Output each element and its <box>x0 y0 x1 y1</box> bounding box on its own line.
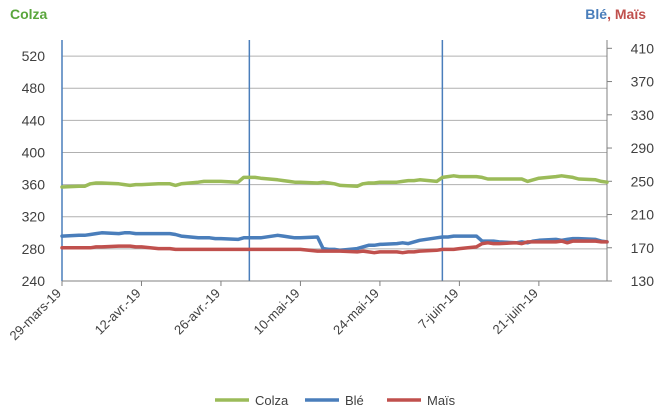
left-y-tick-label: 240 <box>22 273 46 289</box>
legend-label: Colza <box>255 393 289 408</box>
x-tick-label: 29-mars-19 <box>7 286 65 344</box>
right-y-tick-label: 130 <box>631 273 655 289</box>
x-tick-label: 12-avr.-19 <box>92 286 144 338</box>
right-axis-title-part: Blé <box>585 6 607 22</box>
legend-label: Blé <box>345 393 364 408</box>
x-tick-label: 24-mai-19 <box>330 286 382 338</box>
left-y-tick-label: 440 <box>22 112 46 128</box>
x-tick-label: 10-mai-19 <box>251 286 303 338</box>
right-axis-title: Blé, Maïs <box>585 6 646 22</box>
right-y-tick-label: 210 <box>631 207 655 223</box>
right-axis-title-part: , <box>607 6 615 22</box>
left-y-tick-label: 400 <box>22 144 46 160</box>
right-y-tick-label: 250 <box>631 173 655 189</box>
left-y-tick-label: 480 <box>22 80 46 96</box>
x-tick-label: 21-juin-19 <box>489 286 540 337</box>
series-lines <box>60 174 609 255</box>
legend: Colza Blé Maïs <box>215 393 456 408</box>
x-tick-label: 7-juin-19 <box>415 286 461 332</box>
legend-label: Maïs <box>427 393 456 408</box>
grid <box>62 55 607 250</box>
x-tick-label: 26-avr.-19 <box>171 286 223 338</box>
right-y-tick-label: 370 <box>631 74 655 90</box>
left-y-tick-label: 320 <box>22 209 46 225</box>
right-axis-title-part: Maïs <box>615 6 646 22</box>
right-y-tick-label: 330 <box>631 107 655 123</box>
left-y-tick-label: 280 <box>22 241 46 257</box>
series-line-Maïs <box>60 239 609 255</box>
right-y-tick-label: 170 <box>631 240 655 256</box>
right-y-tick-label: 410 <box>631 40 655 56</box>
series-line-Colza <box>60 174 609 189</box>
vertical-markers <box>61 40 444 281</box>
axis-labels: 240 280 320 360 400 440 480 520 130 170 210 250 290 3… <box>7 40 655 343</box>
left-y-tick-label: 520 <box>22 48 46 64</box>
left-axis-title: Colza <box>10 6 48 22</box>
right-y-tick-label: 290 <box>631 140 655 156</box>
left-y-tick-label: 360 <box>22 177 46 193</box>
